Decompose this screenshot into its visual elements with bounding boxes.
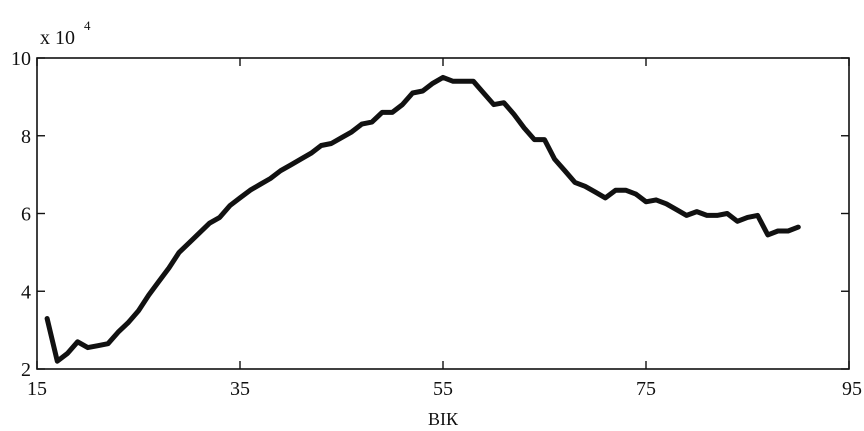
- x-axis-label: ВІК: [428, 409, 459, 429]
- y-axis-multiplier-base: x 10: [40, 27, 75, 49]
- y-axis-ticks: 2 4 6 8 10: [11, 48, 849, 381]
- x-tick-label: 35: [230, 378, 250, 400]
- x-tick-label: 75: [636, 378, 656, 400]
- series-layer: [44, 74, 801, 364]
- y-tick-label: 10: [11, 48, 31, 70]
- y-tick-label: 2: [21, 359, 31, 381]
- x-tick-label: 95: [842, 378, 862, 400]
- y-tick-label: 6: [21, 204, 31, 226]
- y-tick-label: 4: [21, 281, 31, 303]
- y-axis-multiplier-exponent: 4: [84, 18, 91, 33]
- x-tick-label: 15: [27, 378, 47, 400]
- y-tick-label: 8: [21, 126, 31, 148]
- x-axis-ticks: 15 35 55 75 95: [27, 58, 862, 400]
- y-axis-multiplier: x 10: [40, 27, 75, 49]
- series-line-0: [44, 74, 801, 364]
- x-tick-label: 55: [433, 378, 453, 400]
